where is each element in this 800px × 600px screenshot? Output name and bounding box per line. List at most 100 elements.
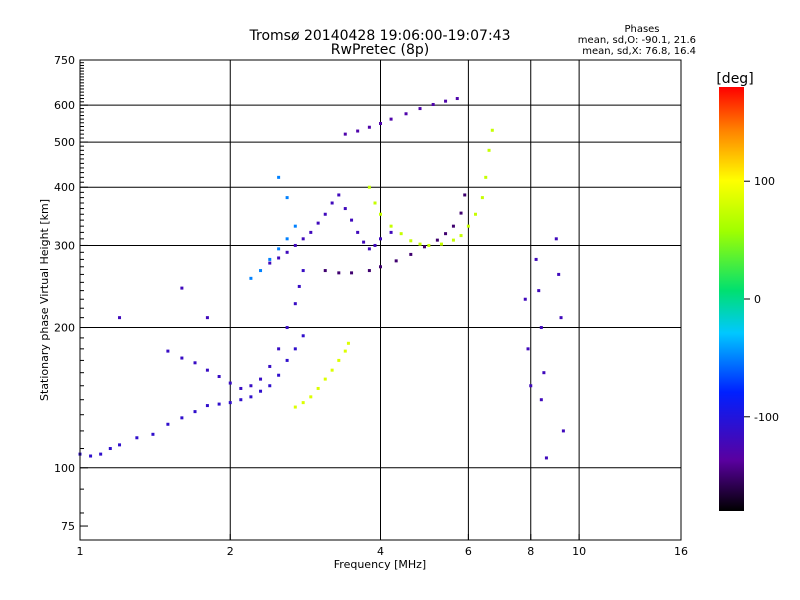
- y-tick-label: 600: [54, 99, 75, 112]
- data-point: [166, 349, 170, 353]
- data-point: [301, 334, 305, 338]
- data-point: [268, 257, 272, 261]
- data-point: [166, 422, 170, 426]
- y-axis-label: Stationary phase Virtual Height [km]: [38, 199, 51, 401]
- data-point: [444, 232, 448, 236]
- data-point: [205, 368, 209, 372]
- data-point: [404, 112, 408, 116]
- data-point: [259, 389, 263, 393]
- data-point: [228, 381, 232, 385]
- phase-stats-x: mean, sd,X: 76.8, 16.4: [582, 46, 696, 57]
- data-point: [259, 377, 263, 381]
- data-point: [435, 238, 439, 242]
- data-point: [323, 212, 327, 216]
- data-point: [316, 386, 320, 390]
- colorbar: [719, 87, 744, 511]
- data-point: [373, 201, 377, 205]
- data-point: [539, 398, 543, 402]
- series-group: [78, 334, 305, 458]
- data-point: [559, 316, 563, 320]
- data-point: [180, 356, 184, 360]
- x-axis-label: Frequency [MHz]: [334, 558, 426, 571]
- data-point: [440, 242, 444, 246]
- data-point: [350, 271, 354, 275]
- data-point: [316, 221, 320, 225]
- data-point: [118, 443, 122, 447]
- data-point: [490, 128, 494, 132]
- data-point: [108, 447, 112, 451]
- colorbar-label: [deg]: [716, 71, 753, 87]
- data-point: [277, 247, 281, 251]
- data-point: [379, 212, 382, 216]
- series-group: [249, 175, 297, 280]
- data-point: [459, 234, 463, 238]
- data-point: [277, 347, 281, 351]
- data-point: [323, 269, 327, 273]
- data-point: [537, 289, 541, 293]
- data-point: [399, 232, 403, 236]
- data-point: [239, 386, 243, 390]
- data-point: [309, 395, 313, 399]
- data-point: [367, 247, 371, 251]
- data-point: [444, 99, 448, 103]
- data-point: [480, 196, 484, 200]
- data-point: [343, 349, 347, 353]
- data-point: [337, 358, 341, 362]
- data-point: [285, 358, 289, 362]
- data-point: [268, 261, 272, 265]
- data-point: [418, 242, 422, 246]
- data-point: [451, 224, 455, 228]
- axis-ticks: 1 2 4 6 8 10 16 75 100 200 300 400 500 600 750: [54, 54, 688, 558]
- data-point: [529, 384, 533, 388]
- data-point: [293, 347, 297, 351]
- data-point: [293, 302, 297, 306]
- grid-lines: [80, 60, 681, 540]
- data-point: [285, 237, 289, 241]
- x-tick-label: 6: [465, 545, 472, 558]
- y-tick-label: 200: [54, 322, 75, 335]
- data-point: [422, 245, 426, 249]
- data-point: [297, 284, 301, 288]
- x-tick-label: 8: [527, 545, 534, 558]
- colorbar-tick-label: 0: [754, 293, 761, 306]
- data-point: [561, 429, 565, 433]
- data-point: [466, 224, 470, 228]
- data-point: [463, 193, 467, 197]
- data-point: [431, 102, 435, 106]
- data-point: [409, 239, 413, 243]
- data-point: [544, 456, 548, 460]
- data-point: [277, 373, 281, 377]
- data-point: [367, 269, 371, 273]
- data-point: [151, 432, 155, 436]
- series-group: [166, 269, 305, 390]
- data-point: [473, 212, 477, 216]
- x-tick-label: 10: [572, 545, 586, 558]
- chart-subtitle: RwPretec (8p): [331, 42, 429, 58]
- data-point: [350, 218, 354, 222]
- x-tick-label: 4: [377, 545, 384, 558]
- data-point: [542, 371, 546, 375]
- data-point: [526, 347, 530, 351]
- data-point: [557, 272, 561, 276]
- data-point: [523, 297, 527, 301]
- data-point: [293, 224, 297, 228]
- data-point: [451, 238, 455, 242]
- data-point: [249, 395, 253, 399]
- x-tick-label: 2: [227, 545, 234, 558]
- data-point: [180, 416, 184, 420]
- data-point: [367, 185, 371, 189]
- data-point: [330, 201, 334, 205]
- data-point: [301, 269, 305, 273]
- data-point: [89, 454, 93, 458]
- data-point: [330, 368, 334, 372]
- data-point: [301, 401, 305, 405]
- y-tick-label: 400: [54, 181, 75, 194]
- data-point: [343, 207, 347, 211]
- data-point: [293, 243, 297, 247]
- y-tick-label: 500: [54, 136, 75, 149]
- data-point: [135, 436, 139, 440]
- data-point: [285, 326, 289, 330]
- data-point: [484, 175, 488, 179]
- data-point: [249, 384, 253, 388]
